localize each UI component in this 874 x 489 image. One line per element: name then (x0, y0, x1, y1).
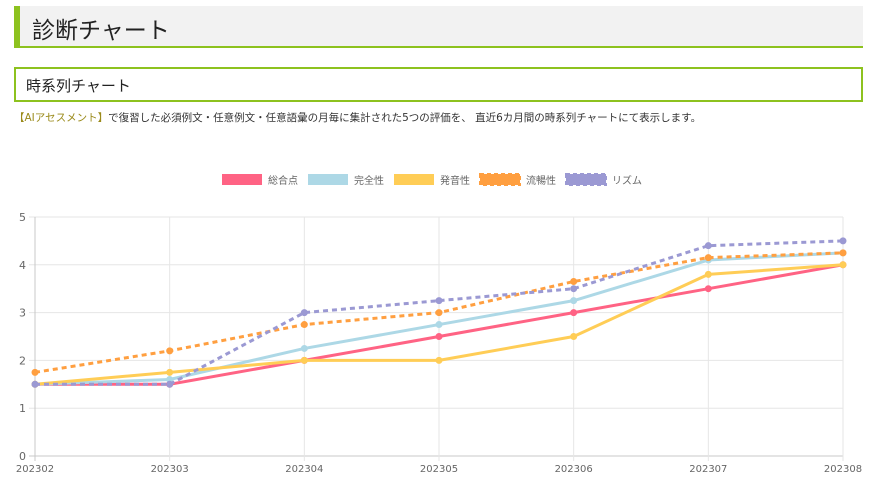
y-tick-label: 0 (19, 450, 26, 463)
header-accent-bar (14, 6, 20, 46)
y-tick-label: 2 (19, 354, 26, 367)
x-tick-label: 202304 (285, 464, 323, 475)
series-point-4 (300, 309, 308, 317)
x-axis-ticks: 202302 202303 202304 202305 202306 202307 2023… (16, 464, 862, 475)
series-point-4 (570, 285, 578, 293)
series-point-4 (31, 380, 39, 388)
series-point-3 (839, 249, 847, 257)
legend-swatch (565, 173, 607, 186)
chart-description: 【AIアセスメント】で復習した必須例文・任意例文・任意語彙の月毎に集計された5つ… (14, 110, 701, 125)
x-tick-label: 202307 (689, 464, 727, 475)
chart-series (31, 237, 847, 388)
description-highlight: 【AIアセスメント】 (14, 112, 109, 124)
description-text: で復習した必須例文・任意例文・任意語彙の月毎に集計された5つの評価を、 直近6カ… (108, 112, 702, 124)
series-point-0 (570, 309, 578, 317)
series-point-3 (300, 321, 308, 329)
section-header: 時系列チャート (14, 67, 863, 102)
series-point-2 (839, 261, 847, 269)
series-point-2 (704, 270, 712, 278)
series-point-0 (435, 333, 443, 340)
y-axis-ticks: 0 1 2 3 4 5 (19, 211, 26, 463)
chart-legend: 総合点 完全性 発音性 流暢性 リズム (222, 173, 642, 187)
series-point-3 (704, 254, 712, 262)
series-point-4 (704, 242, 712, 250)
x-tick-label: 202305 (420, 464, 458, 475)
y-tick-label: 3 (19, 307, 26, 320)
y-tick-label: 5 (19, 211, 26, 224)
x-tick-label: 202306 (555, 464, 593, 475)
legend-label: 発音性 (440, 174, 470, 187)
series-point-3 (31, 368, 39, 376)
legend-swatch (394, 174, 434, 185)
series-point-1 (570, 297, 578, 305)
legend-label: リズム (612, 174, 642, 187)
series-point-0 (704, 285, 712, 293)
series-point-3 (570, 278, 578, 286)
legend-swatch (479, 173, 521, 186)
series-point-2 (300, 356, 308, 364)
series-point-4 (839, 237, 847, 245)
series-point-4 (435, 297, 443, 305)
series-point-3 (435, 309, 443, 317)
series-point-1 (300, 344, 308, 352)
series-point-2 (166, 368, 174, 376)
y-tick-label: 4 (19, 259, 26, 272)
legend-swatch (308, 174, 348, 185)
x-tick-label: 202302 (16, 464, 54, 475)
series-point-4 (166, 380, 174, 388)
legend-label: 完全性 (354, 174, 384, 187)
legend-label: 総合点 (268, 174, 298, 187)
chart-grid (29, 216, 844, 461)
x-tick-label: 202303 (151, 464, 189, 475)
series-point-1 (435, 321, 443, 329)
legend-swatch (222, 174, 262, 185)
page-header: 診断チャート (14, 6, 863, 48)
series-point-2 (570, 333, 578, 340)
page-title: 診断チャート (32, 18, 170, 44)
y-tick-label: 1 (19, 402, 26, 415)
series-point-3 (166, 347, 174, 355)
section-title: 時系列チャート (26, 77, 131, 95)
x-tick-label: 202308 (824, 464, 862, 475)
series-point-2 (435, 356, 443, 364)
legend-label: 流暢性 (526, 174, 556, 187)
